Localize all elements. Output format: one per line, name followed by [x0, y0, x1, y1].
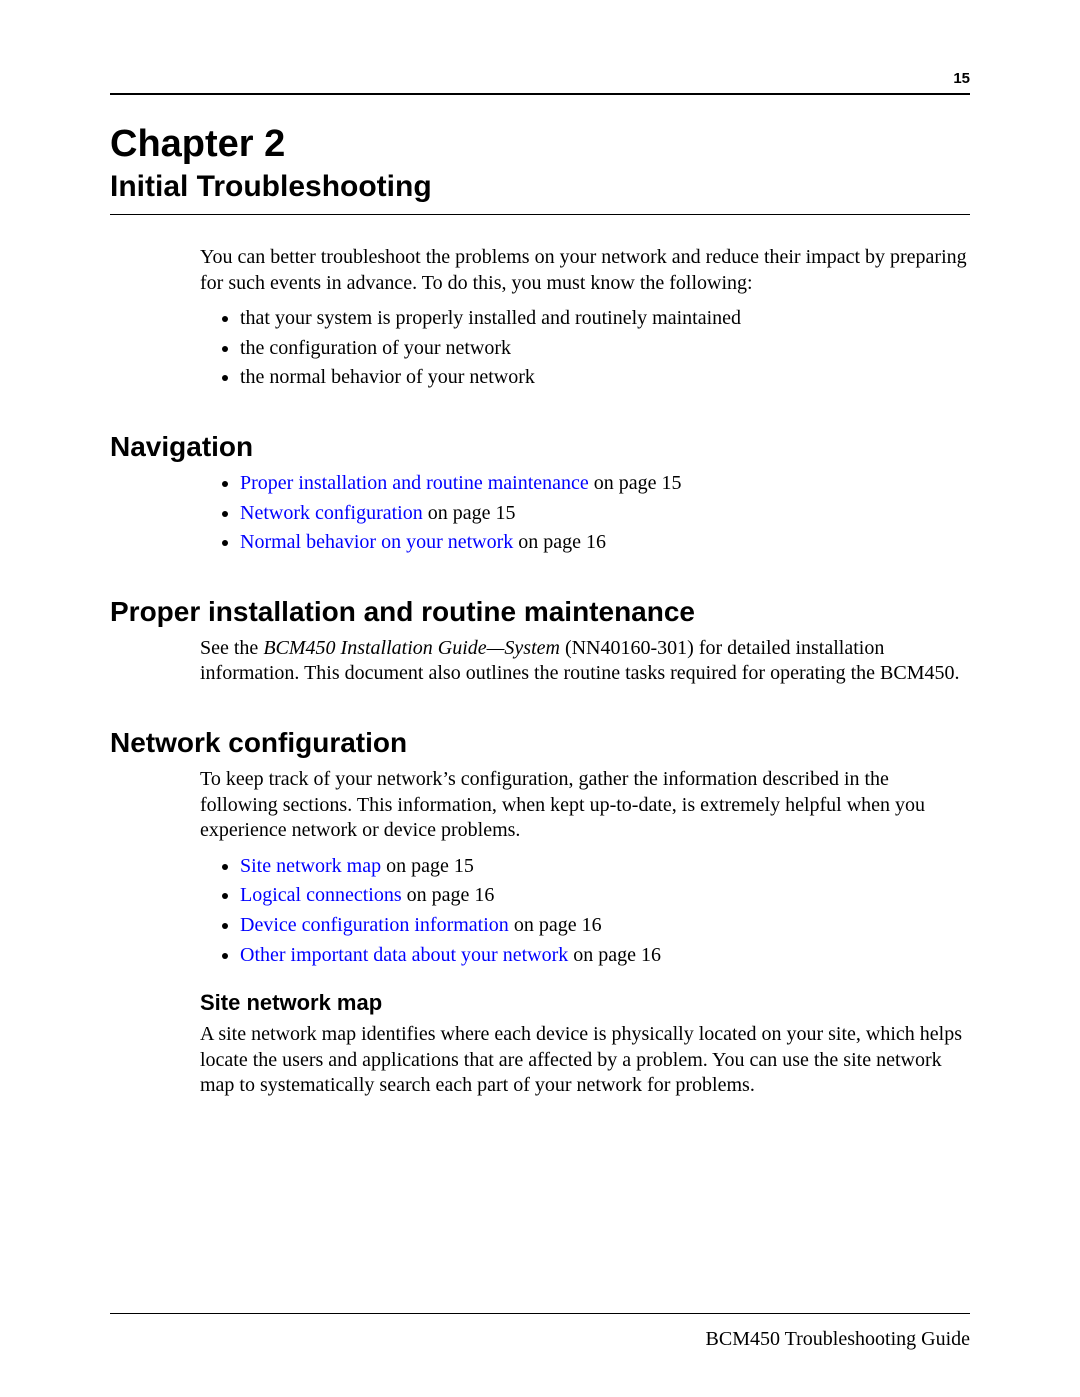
cross-ref-link[interactable]: Logical connections [240, 884, 402, 906]
navigation-list: Proper installation and routine maintena… [200, 471, 970, 556]
intro-paragraph: You can better troubleshoot the problems… [200, 245, 970, 296]
cross-ref-link[interactable]: Site network map [240, 855, 381, 877]
cross-ref-link[interactable]: Device configuration information [240, 914, 509, 936]
list-item: Proper installation and routine maintena… [240, 471, 970, 497]
proper-installation-paragraph: See the BCM450 Installation Guide—System… [200, 636, 970, 687]
page-ref: on page 15 [589, 472, 682, 494]
document-page: 15 Chapter 2 Initial Troubleshooting You… [0, 0, 1080, 1397]
site-network-map-heading: Site network map [200, 990, 970, 1016]
list-item: Logical connections on page 16 [240, 883, 970, 909]
page-number: 15 [110, 70, 970, 87]
site-network-map-paragraph: A site network map identifies where each… [200, 1022, 970, 1099]
chapter-title: Initial Troubleshooting [110, 170, 970, 204]
cross-ref-link[interactable]: Other important data about your network [240, 944, 568, 966]
list-item: the configuration of your network [240, 336, 970, 362]
footer-text: BCM450 Troubleshooting Guide [110, 1328, 970, 1351]
cross-ref-link[interactable]: Network configuration [240, 502, 423, 524]
page-ref: on page 15 [423, 502, 516, 524]
footer-rule [110, 1313, 970, 1314]
doc-title-italic: BCM450 Installation Guide—System [263, 637, 560, 659]
chapter-label: Chapter 2 [110, 123, 970, 166]
page-ref: on page 15 [381, 855, 474, 877]
proper-installation-heading: Proper installation and routine maintena… [110, 596, 970, 628]
page-ref: on page 16 [402, 884, 495, 906]
list-item: Other important data about your network … [240, 943, 970, 969]
network-configuration-heading: Network configuration [110, 727, 970, 759]
list-item: Normal behavior on your network on page … [240, 530, 970, 556]
page-ref: on page 16 [568, 944, 661, 966]
network-configuration-paragraph: To keep track of your network’s configur… [200, 767, 970, 844]
page-ref: on page 16 [513, 531, 606, 553]
list-item: that your system is properly installed a… [240, 306, 970, 332]
page-footer: BCM450 Troubleshooting Guide [110, 1313, 970, 1351]
navigation-block: Proper installation and routine maintena… [200, 471, 970, 556]
cross-ref-link[interactable]: Normal behavior on your network [240, 531, 513, 553]
navigation-heading: Navigation [110, 431, 970, 463]
title-rule [110, 214, 970, 215]
intro-block: You can better troubleshoot the problems… [200, 245, 970, 391]
header-rule [110, 93, 970, 95]
page-ref: on page 16 [509, 914, 602, 936]
site-network-map-section: Site network map A site network map iden… [200, 990, 970, 1099]
proper-installation-block: See the BCM450 Installation Guide—System… [200, 636, 970, 687]
list-item: Device configuration information on page… [240, 913, 970, 939]
list-item: the normal behavior of your network [240, 365, 970, 391]
intro-bullet-list: that your system is properly installed a… [200, 306, 970, 391]
list-item: Network configuration on page 15 [240, 501, 970, 527]
list-item: Site network map on page 15 [240, 854, 970, 880]
network-configuration-block: To keep track of your network’s configur… [200, 767, 970, 968]
network-configuration-list: Site network map on page 15 Logical conn… [200, 854, 970, 968]
text-run: See the [200, 637, 263, 659]
cross-ref-link[interactable]: Proper installation and routine maintena… [240, 472, 589, 494]
